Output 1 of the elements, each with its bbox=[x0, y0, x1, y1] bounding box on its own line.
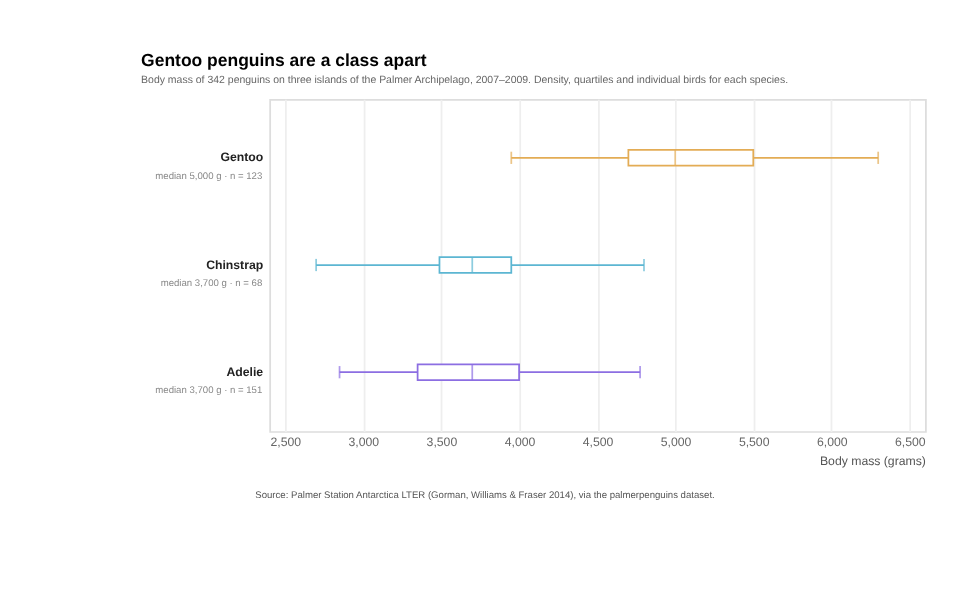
chart-title: Gentoo penguins are a class apart bbox=[141, 49, 427, 70]
